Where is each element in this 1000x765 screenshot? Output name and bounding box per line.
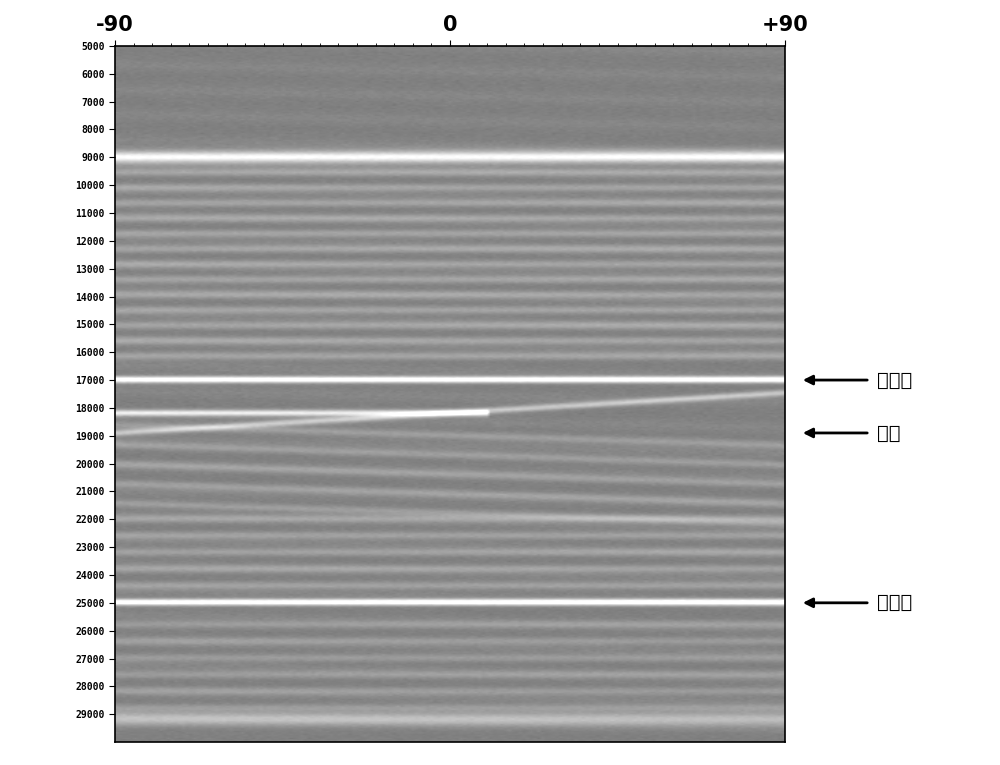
Text: 绕射点: 绕射点	[877, 594, 912, 612]
Text: 绕射点: 绕射点	[877, 370, 912, 389]
Text: 断层: 断层	[877, 424, 900, 442]
